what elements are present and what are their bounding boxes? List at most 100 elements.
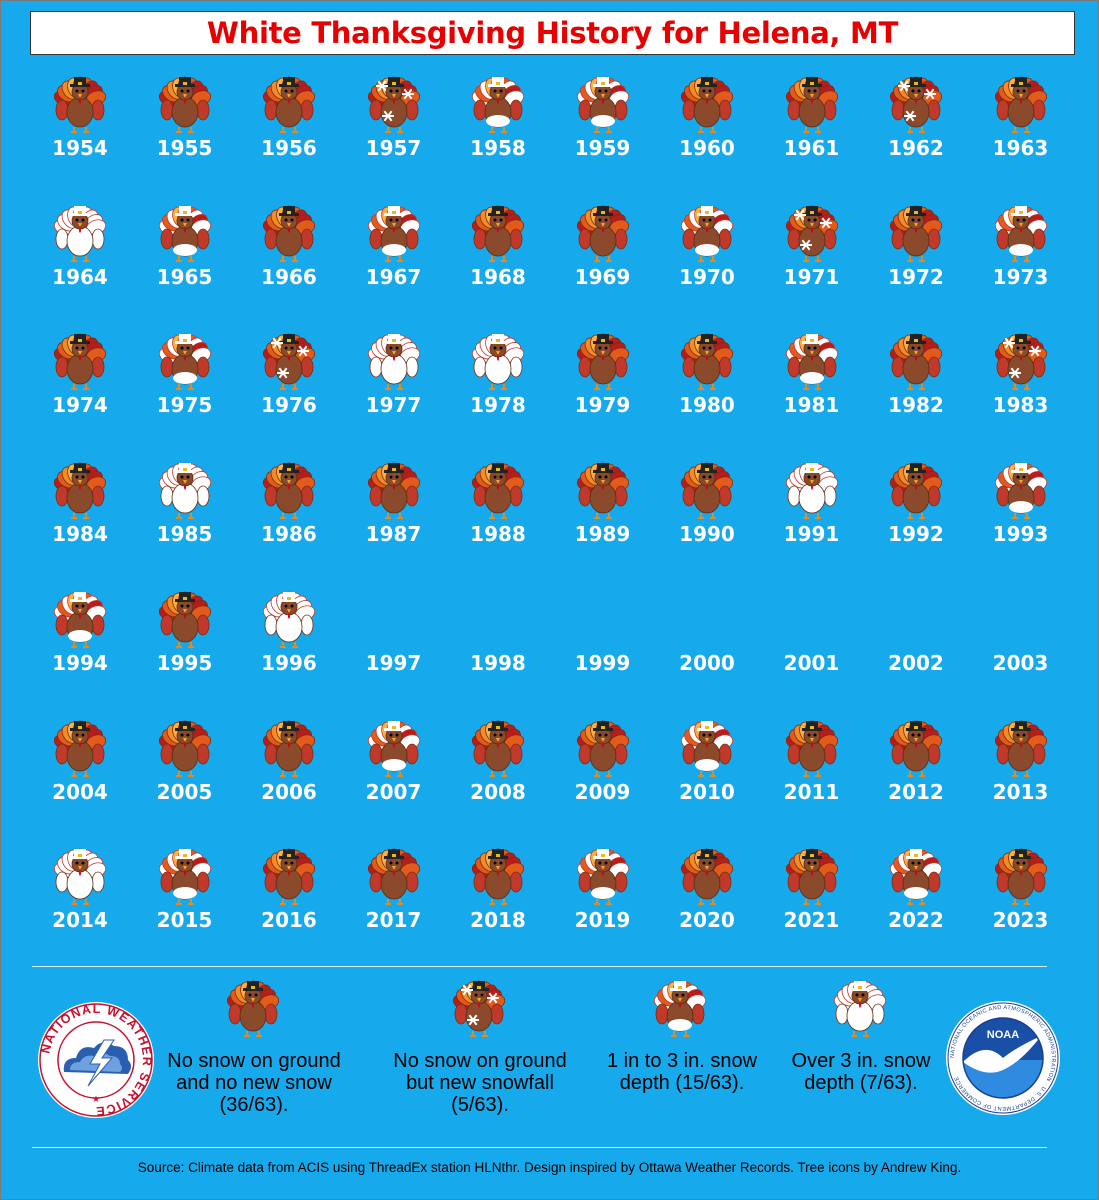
year-cell: 2020 bbox=[655, 844, 759, 964]
turkey-no-snow-icon bbox=[576, 205, 629, 262]
year-label: 1995 bbox=[156, 650, 213, 675]
turkey-snow-1to3-icon bbox=[654, 980, 706, 1037]
turkey-no-snow-icon bbox=[367, 462, 420, 520]
year-label: 1970 bbox=[679, 264, 735, 289]
turkey-no-snow-icon bbox=[158, 591, 211, 648]
year-label: 1971 bbox=[783, 264, 840, 289]
year-cell: 1980 bbox=[655, 329, 759, 449]
year-label: 2012 bbox=[888, 779, 944, 804]
year-label: 2020 bbox=[679, 908, 735, 933]
legend-label: 1 in to 3 in. snow depth (15/63). bbox=[606, 1050, 758, 1094]
turkey-snow-1to3-icon bbox=[367, 720, 420, 777]
turkey-snow-over3-icon bbox=[263, 591, 315, 648]
year-cell: 2008 bbox=[446, 716, 550, 836]
turkey-no-snow-icon bbox=[890, 462, 942, 520]
year-cell: 1999 bbox=[551, 587, 655, 707]
turkey-no-snow-icon bbox=[158, 720, 211, 777]
turkey-snow-1to3-icon bbox=[890, 848, 942, 906]
year-cell: 1972 bbox=[864, 201, 968, 321]
turkey-snowfall-icon bbox=[994, 333, 1047, 391]
year-label: 2015 bbox=[156, 908, 213, 933]
year-cell: 1970 bbox=[655, 201, 759, 321]
turkey-snowfall-icon bbox=[785, 205, 838, 262]
legend-item-snowover3: Over 3 in. snow depth (7/63). bbox=[771, 978, 951, 1118]
year-cell: 1983 bbox=[969, 329, 1073, 449]
year-label: 2017 bbox=[365, 908, 422, 933]
turkey-no-snow-icon bbox=[890, 205, 942, 262]
divider-bottom bbox=[32, 1147, 1047, 1148]
year-label: 1958 bbox=[470, 136, 526, 160]
year-cell: 2022 bbox=[864, 844, 968, 964]
turkey-no-snow-icon bbox=[472, 462, 524, 520]
legend-item-snowfall: No snow on ground but new snowfall (5/63… bbox=[390, 978, 570, 1118]
turkey-snow-1to3-icon bbox=[158, 848, 211, 906]
year-label: 2001 bbox=[783, 650, 840, 675]
year-cell: 1974 bbox=[28, 329, 132, 449]
year-label: 1960 bbox=[679, 136, 735, 160]
year-cell: 1989 bbox=[551, 458, 655, 578]
year-label: 2007 bbox=[365, 779, 422, 804]
year-label: 1980 bbox=[679, 393, 735, 418]
year-label: 1965 bbox=[156, 264, 213, 289]
year-label: 1975 bbox=[156, 393, 213, 418]
divider-top bbox=[32, 966, 1047, 967]
year-cell: 1988 bbox=[446, 458, 550, 578]
legend-label: No snow on ground and no new snow (36/63… bbox=[167, 1050, 341, 1116]
turkey-snow-over3-icon bbox=[158, 462, 211, 520]
year-label: 2008 bbox=[470, 779, 526, 804]
turkey-snow-1to3-icon bbox=[472, 76, 524, 133]
turkey-no-snow-icon bbox=[576, 720, 629, 777]
year-cell: 1968 bbox=[446, 201, 550, 321]
turkey-no-snow-icon bbox=[263, 848, 315, 906]
year-cell: 1985 bbox=[133, 458, 237, 578]
year-cell: 1964 bbox=[28, 201, 132, 321]
turkey-no-snow-icon bbox=[681, 76, 733, 133]
year-cell: 1992 bbox=[864, 458, 968, 578]
turkey-no-snow-icon bbox=[263, 462, 315, 520]
year-label: 1981 bbox=[783, 393, 840, 418]
year-label: 2010 bbox=[679, 779, 735, 804]
year-label: 2018 bbox=[470, 908, 526, 933]
year-cell: 1957 bbox=[342, 72, 446, 192]
year-label: 1963 bbox=[992, 136, 1049, 160]
turkey-no-snow-icon bbox=[785, 720, 838, 777]
year-cell: 1998 bbox=[446, 587, 550, 707]
year-label: 1992 bbox=[888, 522, 944, 547]
noaa-text: NOAA bbox=[987, 1029, 1019, 1041]
year-label: 1964 bbox=[52, 264, 108, 289]
year-cell: 1967 bbox=[342, 201, 446, 321]
year-cell: 1984 bbox=[28, 458, 132, 578]
year-label: 1969 bbox=[574, 264, 631, 289]
year-label: 2004 bbox=[52, 779, 108, 804]
year-label: 1994 bbox=[52, 650, 108, 675]
year-cell: 2021 bbox=[760, 844, 864, 964]
legend-label: Over 3 in. snow depth (7/63). bbox=[791, 1050, 931, 1094]
turkey-no-snow-icon bbox=[472, 848, 524, 906]
year-cell: 1966 bbox=[237, 201, 341, 321]
year-cell: 1986 bbox=[237, 458, 341, 578]
turkey-no-snow-icon bbox=[785, 848, 838, 906]
year-label: 2023 bbox=[992, 908, 1049, 933]
year-label: 2000 bbox=[679, 650, 735, 675]
year-cell: 2013 bbox=[969, 716, 1073, 836]
turkey-snowfall-icon bbox=[263, 333, 315, 391]
year-cell: 2009 bbox=[551, 716, 655, 836]
year-label: 1956 bbox=[261, 136, 317, 160]
turkey-snow-over3-icon bbox=[834, 980, 886, 1037]
year-cell: 1958 bbox=[446, 72, 550, 192]
turkey-no-snow-icon bbox=[263, 720, 315, 777]
year-label: 2013 bbox=[992, 779, 1049, 804]
year-cell: 2003 bbox=[969, 587, 1073, 707]
year-cell: 1981 bbox=[760, 329, 864, 449]
turkey-no-snow-icon bbox=[681, 333, 733, 391]
turkey-no-snow-icon bbox=[576, 462, 629, 520]
year-label: 1966 bbox=[261, 264, 317, 289]
turkey-no-snow-icon bbox=[681, 462, 733, 520]
turkey-no-snow-icon bbox=[54, 462, 106, 520]
year-label: 1989 bbox=[574, 522, 631, 547]
year-label: 1991 bbox=[783, 522, 840, 547]
year-cell: 1977 bbox=[342, 329, 446, 449]
year-label: 1973 bbox=[992, 264, 1049, 289]
year-cell: 2001 bbox=[760, 587, 864, 707]
year-label: 1967 bbox=[365, 264, 422, 289]
